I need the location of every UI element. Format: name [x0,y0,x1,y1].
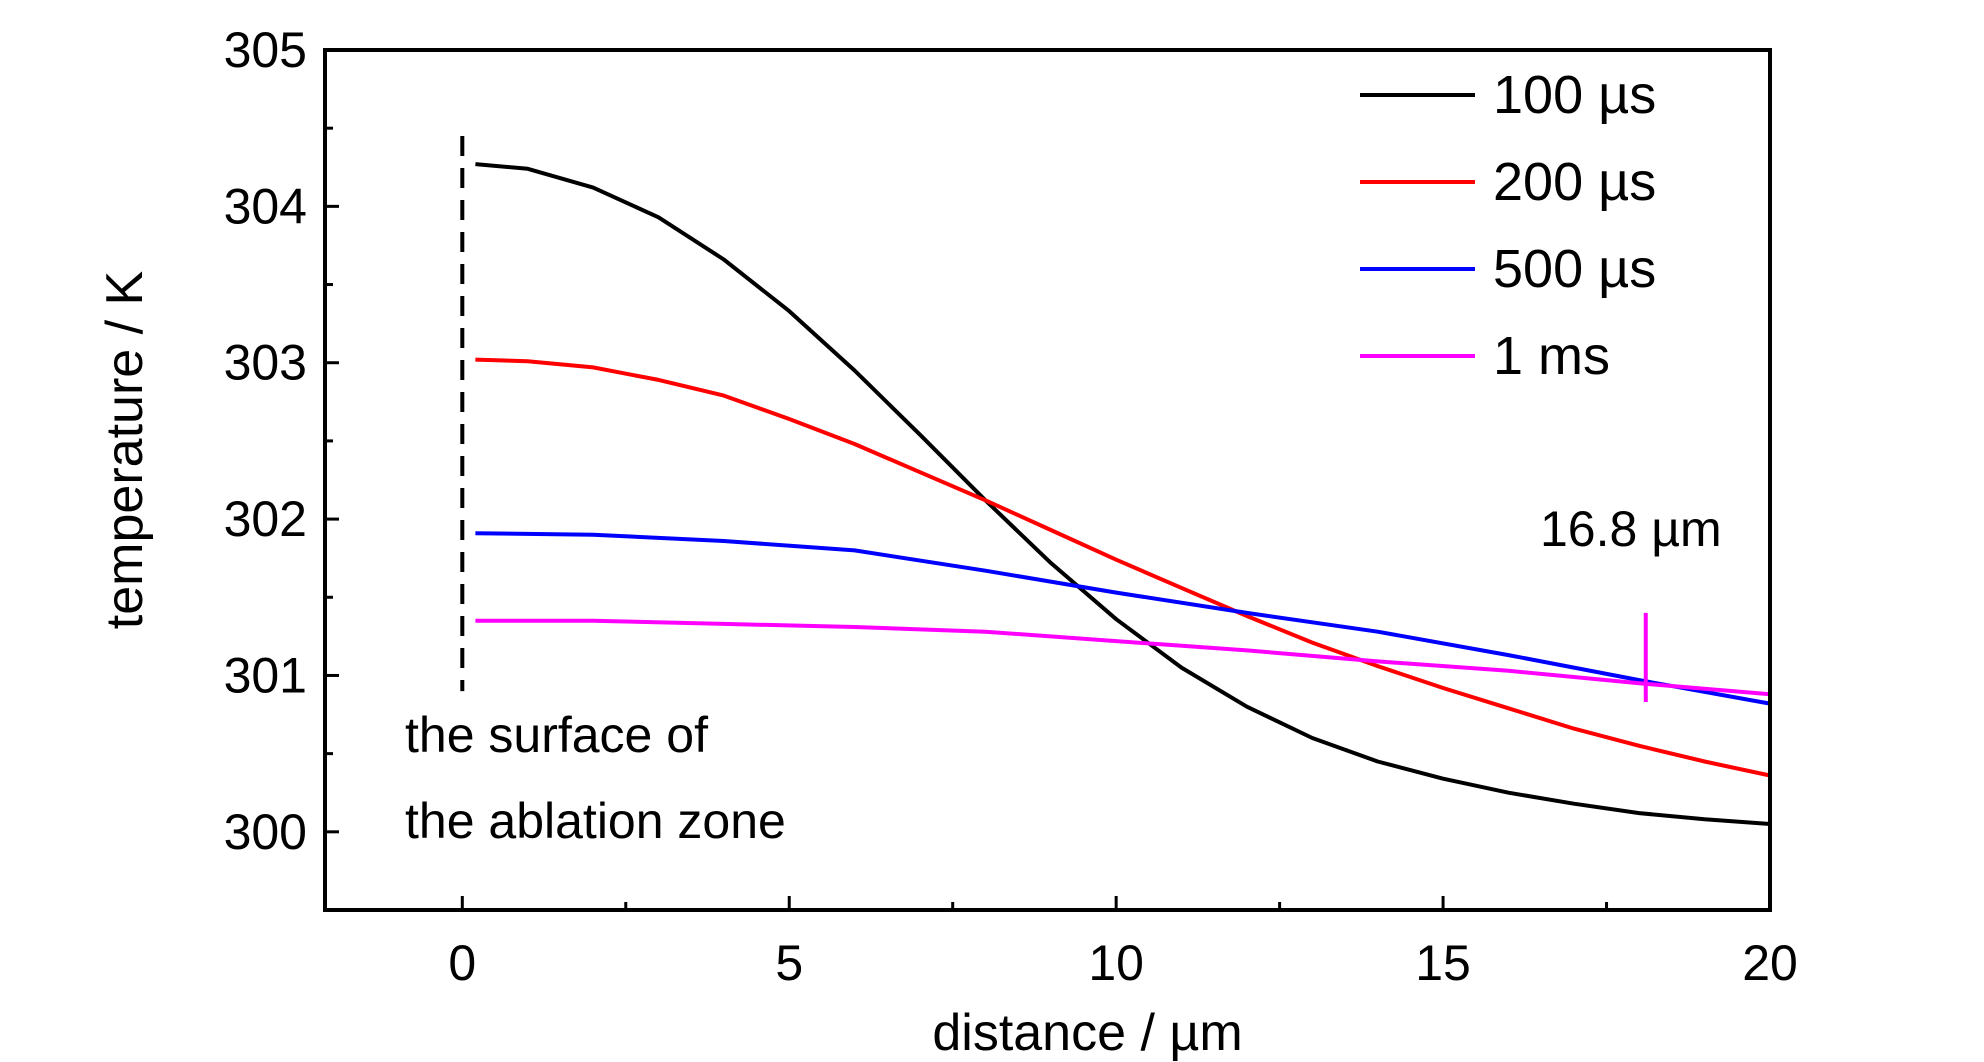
tick-labels: 0 5 10 15 20 300 301 302 303 304 305 [224,22,1798,991]
plot-frame [323,48,1772,912]
y-axis-title: temperature / K [96,270,154,629]
legend: 100 µs 200 µs 500 µs 1 ms [1360,65,1656,386]
surface-annotation-line-1: the surface of [405,707,708,763]
legend-label: 200 µs [1493,152,1656,212]
annotation-layer [460,136,1648,703]
series-layer [475,162,1771,826]
series-line-1 [475,162,1771,826]
surface-annotation-line-2: the ablation zone [405,793,786,849]
x-tick-label: 20 [1742,935,1798,991]
y-tick-label: 303 [224,335,307,391]
x-tick-label: 0 [448,935,476,991]
y-tick-label: 301 [224,647,307,703]
x-tick-label: 5 [775,935,803,991]
x-tick-label: 15 [1415,935,1471,991]
series-line-2 [475,357,1771,778]
legend-label: 500 µs [1493,239,1656,299]
x-axis-title: distance / µm [932,1004,1242,1062]
series-line-3 [475,531,1771,706]
legend-label: 1 ms [1493,326,1610,386]
series-line-4 [475,618,1771,697]
y-tick-label: 305 [224,22,307,78]
y-tick-label: 302 [224,491,307,547]
y-tick-label: 300 [224,804,307,860]
marker-annotation-label: 16.8 µm [1540,501,1722,557]
legend-label: 100 µs [1493,65,1656,125]
y-tick-label: 304 [224,178,307,234]
x-tick-label: 10 [1088,935,1144,991]
